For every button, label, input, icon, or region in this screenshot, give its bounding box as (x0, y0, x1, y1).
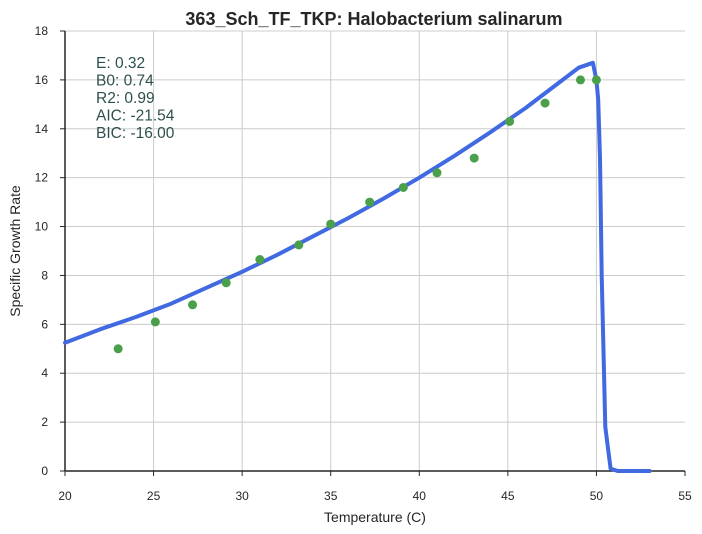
x-tick-label: 25 (147, 489, 161, 503)
data-point (221, 278, 231, 288)
data-point (591, 75, 601, 85)
y-tick-label: 12 (35, 171, 49, 185)
stat-aic: AIC: -21.54 (96, 108, 175, 125)
data-point (432, 168, 442, 178)
data-point (469, 153, 479, 163)
data-point (540, 98, 550, 108)
data-point (150, 317, 160, 327)
stat-b0: B0: 0.74 (96, 73, 154, 90)
data-point (398, 182, 408, 192)
y-tick-label: 6 (41, 317, 48, 331)
axes (60, 30, 686, 476)
fit-curve-line (63, 60, 652, 473)
stat-e: E: 0.32 (96, 55, 145, 72)
x-axis-label: Temperature (C) (324, 509, 426, 525)
y-tick-label: 0 (41, 464, 48, 478)
data-point (505, 116, 515, 126)
x-tick-label: 30 (235, 489, 249, 503)
y-tick-label: 18 (35, 24, 49, 38)
y-tick-label: 2 (41, 415, 48, 429)
data-point (255, 255, 265, 265)
y-tick-label: 4 (41, 366, 48, 380)
gridlines (65, 30, 685, 471)
x-tick-label: 55 (678, 489, 692, 503)
y-tick-label: 10 (35, 220, 49, 234)
plot-background (65, 31, 685, 471)
x-tick-labels: 20 25 30 35 40 45 50 55 (58, 489, 692, 503)
stat-bic: BIC: -16.00 (96, 125, 175, 142)
plot-area: 20 25 30 35 40 45 50 55 0 2 4 6 8 10 12 14 16 18 (35, 24, 692, 503)
stat-r2: R2: 0.99 (96, 90, 155, 107)
y-axis-label: Specific Growth Rate (7, 185, 23, 317)
data-point (326, 219, 336, 229)
x-tick-label: 20 (58, 489, 72, 503)
data-point (365, 197, 375, 207)
y-tick-label: 8 (41, 268, 48, 282)
chart-title: 363_Sch_TF_TKP: Halobacterium salinarum (185, 9, 562, 29)
y-tick-labels: 0 2 4 6 8 10 12 14 16 18 (35, 24, 49, 478)
x-tick-label: 40 (413, 489, 427, 503)
x-tick-label: 35 (324, 489, 338, 503)
y-tick-label: 16 (35, 73, 49, 87)
data-point (294, 240, 304, 250)
x-tick-label: 45 (501, 489, 515, 503)
data-point (188, 300, 198, 310)
data-point (113, 344, 123, 354)
data-points (113, 75, 601, 354)
data-point (575, 75, 585, 85)
y-tick-label: 14 (35, 122, 49, 136)
x-tick-label: 50 (590, 489, 604, 503)
